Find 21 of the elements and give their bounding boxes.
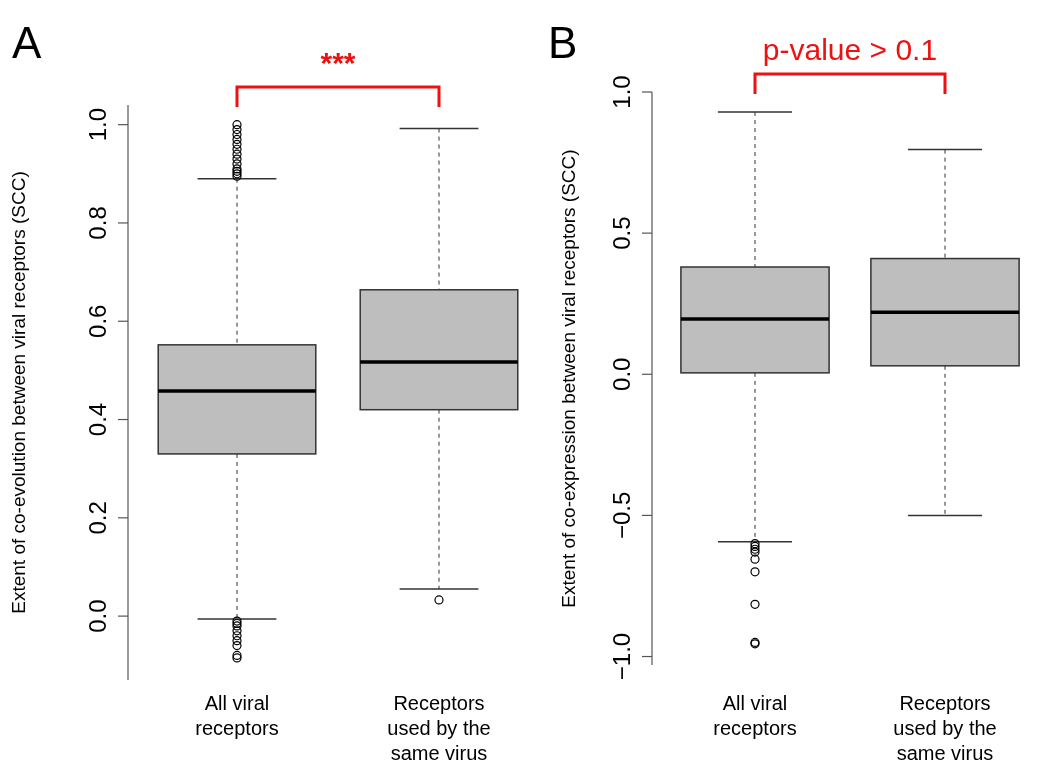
y-tick-label: 0.4	[84, 402, 111, 437]
y-axis-title: Extent of co-expression between viral receptors (SCC)	[558, 149, 579, 608]
text: p-value > 0.1	[762, 33, 938, 66]
chart-title: A	[12, 18, 42, 67]
x-tick-label: All viral receptors	[713, 692, 797, 739]
y-tick-label: 0.2	[84, 501, 111, 535]
y-tick-label: 0.8	[84, 206, 111, 240]
y-tick-label: −1.0	[608, 632, 635, 681]
y-tick-label: 0.6	[84, 304, 111, 338]
x-tick-label: Receptors used by the same virus	[893, 692, 997, 764]
y-tick-label: −0.5	[608, 491, 635, 540]
y-tick-label: 1.0	[608, 75, 635, 109]
y-axis-title: Extent of co-evolution between viral receptors (SCC)	[8, 171, 29, 614]
text: ***	[320, 46, 356, 79]
y-tick-label: 0.0	[608, 357, 635, 391]
y-tick-label: 0.5	[608, 216, 635, 250]
x-tick-label: Receptors used by the same virus	[387, 692, 491, 764]
x-tick-label: All viral receptors	[195, 692, 279, 739]
chart-title: B	[548, 18, 578, 67]
y-tick-label: 0.0	[84, 599, 111, 633]
y-tick-label: 1.0	[84, 107, 111, 142]
